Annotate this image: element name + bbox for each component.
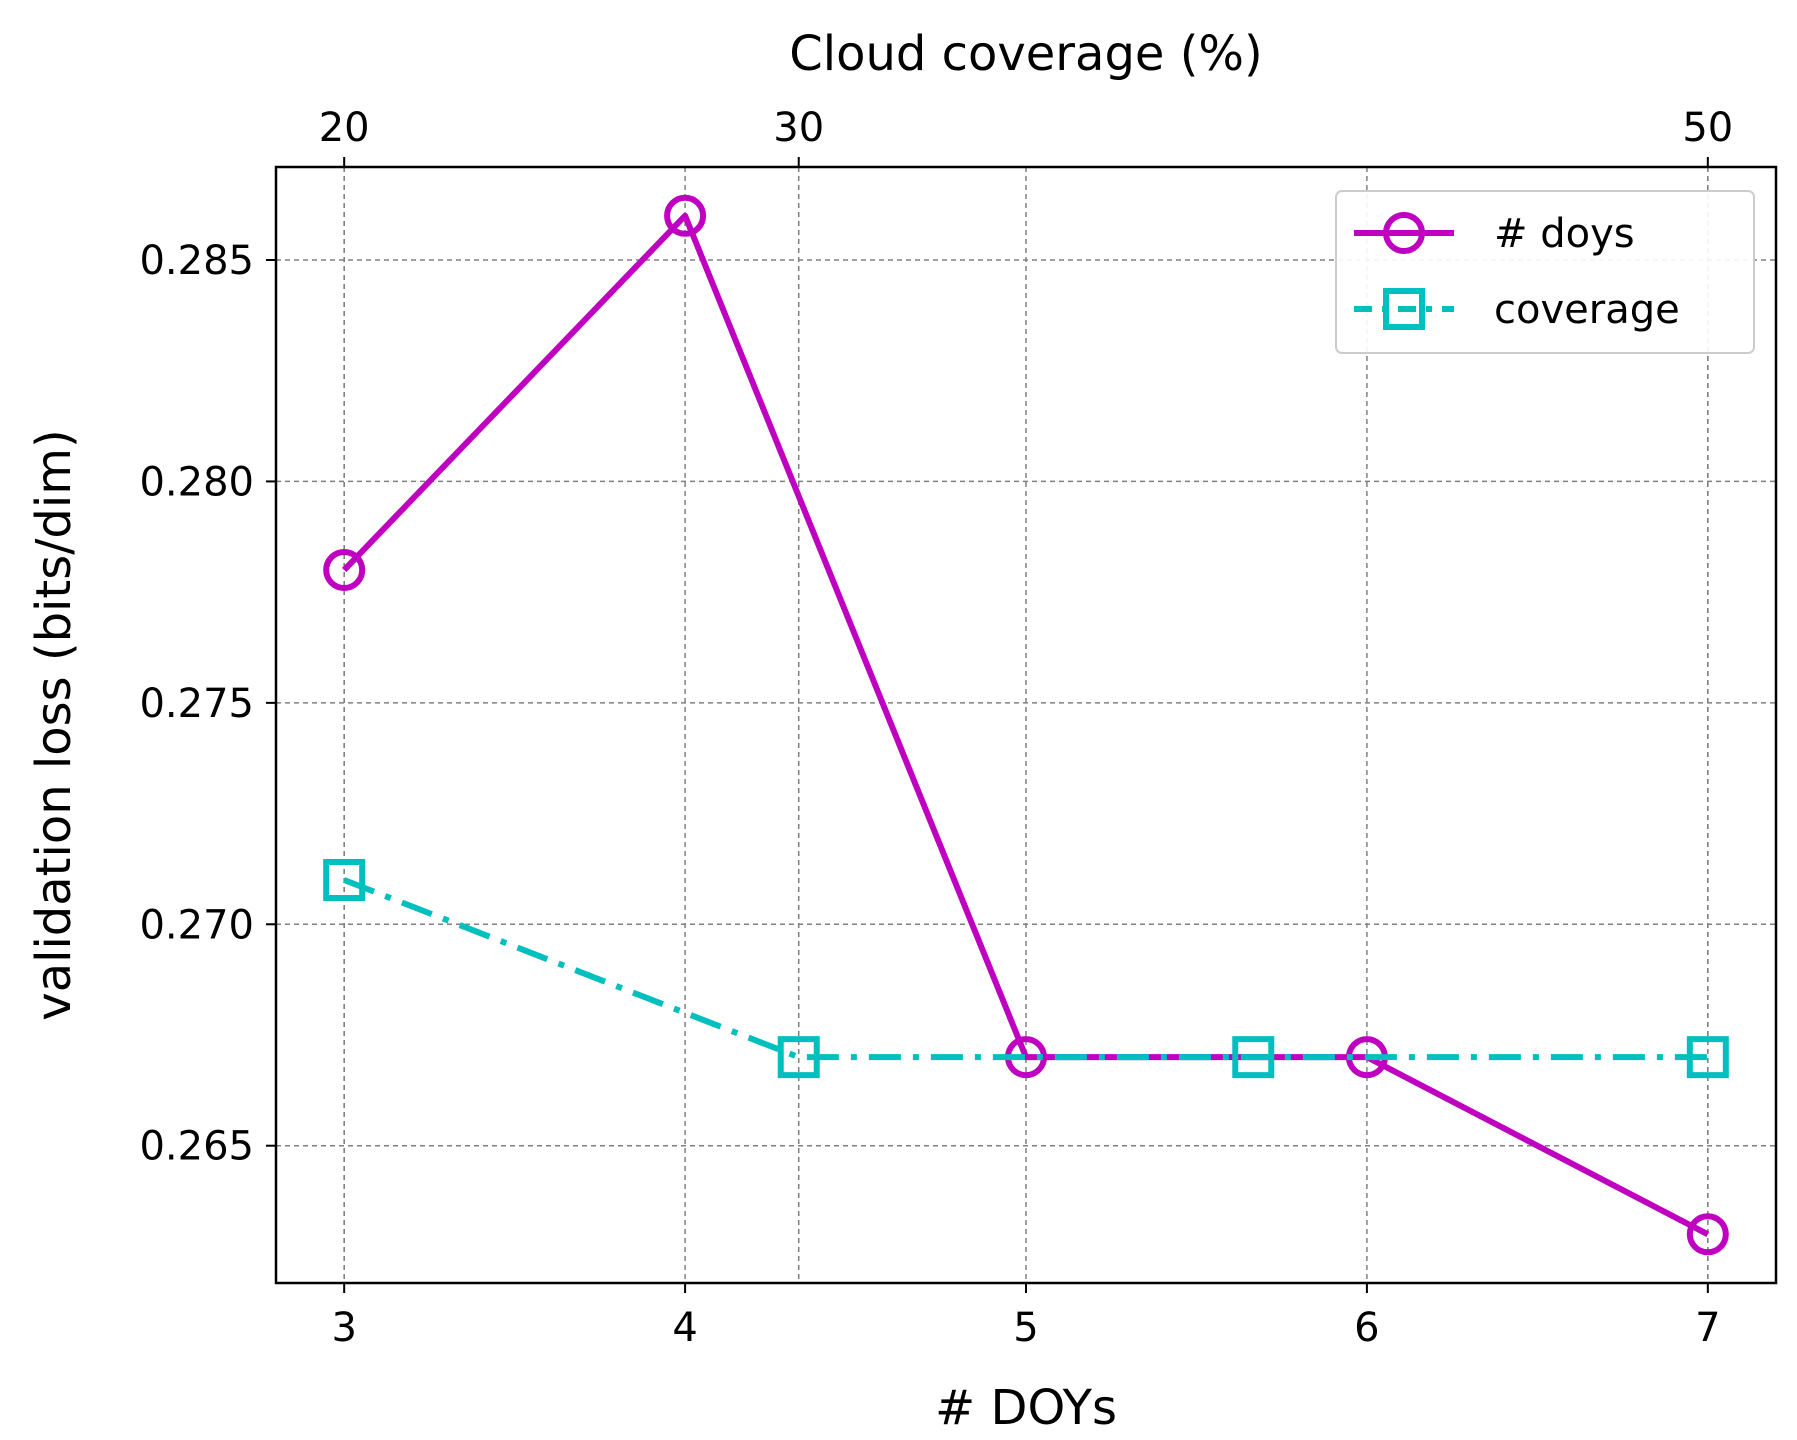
- legend-label: # doys: [1494, 211, 1635, 257]
- legend-item: # doys: [1354, 211, 1635, 257]
- y-tick-label: 0.270: [139, 902, 254, 948]
- x-tick-label: 7: [1695, 1305, 1720, 1351]
- top-x-axis-title: Cloud coverage (%): [789, 26, 1263, 82]
- y-tick-label: 0.280: [139, 459, 254, 505]
- x-tick-label: 6: [1354, 1305, 1379, 1351]
- y-tick-label: 0.265: [139, 1124, 254, 1170]
- ticks-layer: 3 4 5 6 7 20 30 50 0.265 0.270 0.275 0.280 0.285: [139, 105, 1733, 1351]
- x-tick-label: 4: [672, 1305, 697, 1351]
- data-point-marker: [777, 1036, 820, 1079]
- y-axis-title: validation loss (bits/dim): [26, 429, 82, 1020]
- legend: # doys coverage: [1335, 190, 1755, 354]
- data-point-marker: [1686, 1213, 1729, 1256]
- legend-label: coverage: [1494, 287, 1680, 333]
- legend-marker: [1383, 288, 1425, 330]
- data-point-marker: [323, 859, 366, 901]
- x-tick-label: 5: [1013, 1305, 1038, 1351]
- top-x-tick-label: 50: [1682, 105, 1733, 151]
- data-point-marker: [323, 549, 366, 591]
- top-x-tick-label: 30: [773, 105, 824, 151]
- data-point-marker: [1232, 1036, 1275, 1079]
- legend-item: coverage: [1354, 287, 1680, 333]
- data-point-marker: [1686, 1036, 1729, 1079]
- series-layer: [323, 194, 1729, 1256]
- series-coverage: [323, 859, 1729, 1079]
- data-point-marker: [664, 194, 707, 237]
- x-axis-title: # DOYs: [935, 1380, 1117, 1436]
- top-x-tick-label: 20: [319, 105, 370, 151]
- legend-marker: [1383, 212, 1425, 254]
- grid: [276, 167, 1776, 1283]
- series-line: [342, 212, 1710, 1237]
- y-tick-label: 0.285: [139, 238, 254, 284]
- y-tick-label: 0.275: [139, 681, 254, 727]
- x-tick-label: 3: [331, 1305, 356, 1351]
